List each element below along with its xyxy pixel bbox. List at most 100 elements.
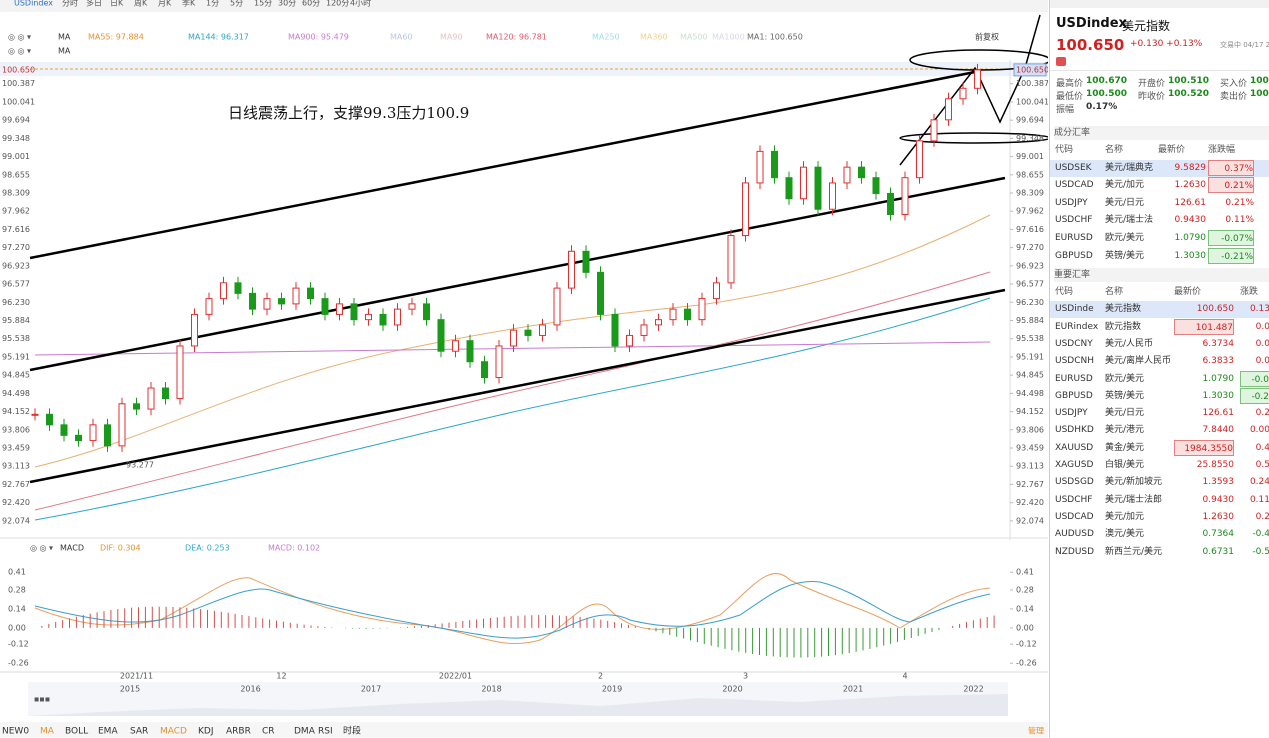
candle [249,292,256,310]
y-tick-label: 95.191 [2,352,30,361]
period-tab[interactable]: 日K [110,0,124,8]
y-tick-label: 94.152 [1016,407,1044,416]
cell: 黄金/美元 [1105,442,1145,453]
table-header: 涨跌 [1240,287,1259,297]
cell: USDCHF [1055,215,1093,226]
indicator-tab[interactable]: EMA [98,727,118,737]
cell: 0.2 [1255,511,1269,522]
indicator-tab[interactable]: KDJ [198,727,214,737]
manage-button[interactable]: 管理 [1028,726,1044,736]
ma-line [34,214,991,468]
period-tab[interactable]: 120分 [326,0,349,8]
indicator-tab[interactable]: MACD [160,727,187,737]
cell: USDJPY [1055,197,1088,208]
indicator-tab[interactable]: 时段 [343,725,361,737]
dif-label: DIF: 0.304 [100,544,141,553]
trend-line [29,176,1006,372]
y-tick-label: 0.14 [8,604,26,613]
section-title: 重要汇率 [1054,268,1269,282]
period-tab[interactable]: 60分 [302,0,320,8]
cell: 0.9430 [1202,494,1235,505]
cell: 美元/瑞士法 [1105,215,1154,226]
x-tick-label: 3 [743,672,748,681]
last-price-box [1013,63,1047,77]
candle [626,334,633,347]
indicator-tab[interactable]: DMA [294,727,316,737]
cell: 美元/瑞典克 [1105,162,1154,173]
period-tab[interactable]: 月K [158,0,172,8]
period-tab[interactable]: 多日 [86,0,102,8]
ma-line [34,297,991,521]
indicator-legend: MA500 [680,33,708,42]
y-tick-label: 95.884 [2,316,30,325]
stat-value: 100.510 [1168,76,1209,86]
cell: 0.21% [1208,177,1254,194]
cell: 0.4 [1255,442,1269,453]
y-tick-label: 96.230 [1016,298,1044,307]
cell: XAUUSD [1055,442,1094,453]
indicator-legend: MA144: 96.317 [188,33,249,42]
period-tab[interactable]: 15分 [254,0,272,8]
cell: 美元/加元 [1105,180,1145,191]
indicator-legend: MA60 [390,33,413,42]
cell: 0.13 [1249,304,1269,315]
candle [263,298,271,310]
cell: 6.3734 [1202,338,1235,349]
overview-year: 2022 [963,685,983,694]
indicator-tab[interactable]: RSI [318,727,333,737]
cell: -0.07% [1208,230,1254,246]
icons: ◎ ◎ ▾ [8,47,31,56]
overview-year: 2018 [481,685,501,694]
period-tab[interactable]: 1分 [206,0,219,8]
candle [655,319,662,326]
candle [742,182,749,237]
tab-bar [0,722,1048,738]
stat-label: 振幅 [1056,105,1075,115]
cell: EURindex [1055,321,1099,332]
period-tab[interactable]: 5分 [230,0,243,8]
cell: 1.0790 [1174,233,1207,243]
candle [858,166,865,179]
y-tick-label: 93.459 [1016,444,1044,453]
candle [31,413,39,416]
cell: -0.4 [1252,529,1269,540]
y-tick-label: 97.616 [2,225,30,234]
stat-label: 最高价 [1056,79,1084,89]
period-tab[interactable]: 30分 [278,0,296,8]
cell: USDCHF [1055,494,1093,505]
indicator-tab[interactable]: BOLL [65,727,88,737]
candle [191,313,198,347]
ma-line [34,271,991,511]
candle [350,303,358,321]
trend-line [29,288,1006,484]
period-tab[interactable]: 周K [134,0,148,8]
indicator-tab[interactable]: NEW0 [2,727,29,737]
candle [959,87,967,100]
cell: 美元/新加坡元 [1105,477,1163,488]
annotation: 日线震荡上行，支撑99.3压力100.9 [228,104,469,122]
candle [75,434,82,442]
y-tick-label: 96.923 [2,261,30,270]
period-tab[interactable]: 4小时 [350,0,371,8]
y-tick-label: 99.348 [1016,134,1044,143]
overview-handle[interactable]: ▪▪▪ [34,695,50,704]
indicator-tab[interactable]: ARBR [226,727,251,737]
cell: 美元/瑞士法郎 [1105,494,1163,505]
period-tab[interactable]: 季K [182,0,196,8]
y-tick-label: 99.001 [1016,152,1044,161]
row-highlight [1050,301,1269,319]
period-tab[interactable]: 分时 [62,0,78,8]
indicator-tab[interactable]: SAR [130,727,148,737]
y-tick-label: 92.420 [1016,498,1044,507]
cell: 0.2 [1255,408,1269,419]
candle [394,308,401,326]
candle [278,298,285,305]
indicator-tab[interactable]: MA [40,727,55,737]
y-tick-label: 97.270 [2,243,30,252]
adjust-button[interactable]: 前复权 [975,32,999,42]
table-header: 代码 [1055,145,1074,155]
y-tick-label: 0.00 [8,623,26,632]
divider [1050,70,1269,71]
indicator-tab[interactable]: CR [262,727,275,737]
